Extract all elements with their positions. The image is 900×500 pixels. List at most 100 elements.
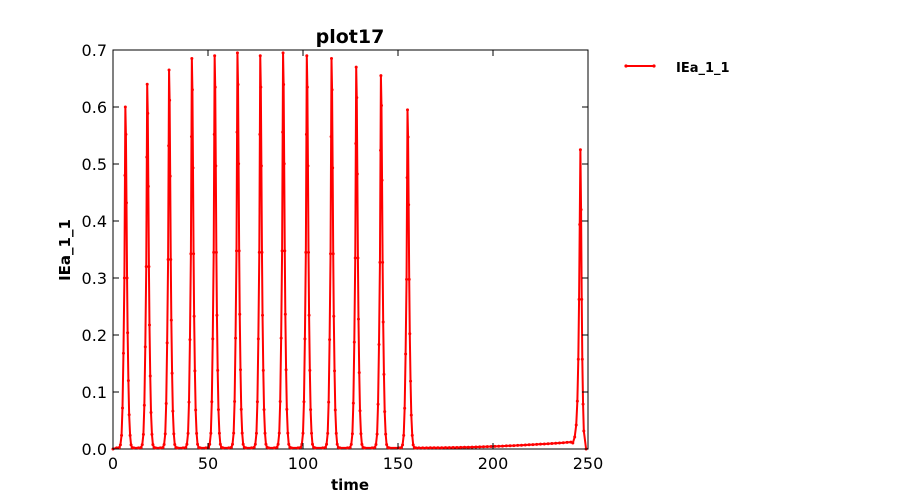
data-point <box>235 130 239 134</box>
data-point <box>186 431 190 435</box>
data-point <box>349 442 353 446</box>
data-point <box>411 443 415 447</box>
data-point <box>523 443 527 447</box>
data-point <box>285 407 289 411</box>
data-point <box>329 135 333 139</box>
legend: IEa_1_1 <box>624 61 730 76</box>
x-tick-label: 50 <box>198 454 218 473</box>
data-point <box>281 51 285 55</box>
data-point <box>406 135 410 139</box>
data-point <box>239 407 243 411</box>
data-point <box>194 408 198 412</box>
data-point <box>444 446 447 450</box>
data-point <box>279 336 283 340</box>
data-point <box>136 446 140 450</box>
data-point <box>217 431 221 435</box>
data-point <box>172 432 176 436</box>
data-point <box>132 446 136 450</box>
data-point <box>406 108 409 112</box>
y-tick-label: 0.1 <box>82 383 107 402</box>
y-tick-label: 0.2 <box>82 326 107 345</box>
data-point <box>218 442 222 446</box>
data-point <box>306 164 310 168</box>
data-point <box>120 433 124 437</box>
data-point <box>287 442 291 446</box>
data-point <box>404 352 408 356</box>
data-point <box>189 252 193 256</box>
data-point <box>354 141 358 145</box>
data-point <box>402 433 406 437</box>
data-point <box>338 446 342 450</box>
data-point <box>383 410 387 414</box>
data-point <box>335 442 339 446</box>
data-point <box>118 443 122 447</box>
data-point <box>147 265 151 269</box>
data-point <box>123 173 127 177</box>
data-point <box>577 297 581 301</box>
data-point <box>351 401 355 405</box>
data-point <box>257 250 261 254</box>
data-point <box>385 443 389 447</box>
data-point <box>128 433 132 437</box>
data-point <box>129 443 133 447</box>
data-point <box>259 164 263 168</box>
data-point <box>262 408 266 412</box>
data-point <box>151 443 155 447</box>
data-point <box>253 442 257 446</box>
data-point <box>408 332 412 336</box>
data-point <box>255 400 259 404</box>
data-point <box>191 166 195 170</box>
data-point <box>150 432 154 436</box>
data-point <box>163 432 167 436</box>
data-point <box>214 250 218 254</box>
data-point <box>162 442 166 446</box>
data-point <box>326 431 330 435</box>
data-point <box>520 443 523 447</box>
data-point <box>582 429 586 433</box>
data-point <box>405 277 409 281</box>
data-point <box>432 446 436 450</box>
data-point <box>181 446 185 450</box>
data-point <box>244 446 248 450</box>
data-point <box>378 260 382 264</box>
data-point <box>428 446 432 450</box>
plot-area <box>111 49 589 451</box>
data-point <box>356 256 360 260</box>
data-point <box>149 411 153 415</box>
data-point <box>195 431 199 435</box>
data-point <box>332 314 336 318</box>
data-point <box>284 368 288 372</box>
y-tick-label: 0.4 <box>82 212 107 231</box>
data-point <box>210 400 214 404</box>
data-point <box>377 342 381 346</box>
data-point <box>235 249 238 253</box>
data-point <box>123 105 127 109</box>
data-point <box>252 445 256 449</box>
data-point <box>407 203 411 207</box>
data-point <box>232 431 236 435</box>
data-point <box>227 446 231 450</box>
data-point <box>161 445 165 449</box>
data-point <box>387 446 391 450</box>
data-point <box>348 445 352 449</box>
data-point <box>417 446 421 450</box>
data-point <box>463 445 466 449</box>
data-point <box>140 443 144 447</box>
data-point <box>235 51 239 55</box>
data-point <box>256 337 260 341</box>
data-point <box>409 413 413 417</box>
y-tick-label: 0.5 <box>82 155 107 174</box>
data-point <box>360 442 364 446</box>
data-point <box>482 445 485 449</box>
data-point <box>571 441 575 445</box>
data-point <box>188 338 192 342</box>
data-point <box>379 104 383 108</box>
data-point <box>121 406 124 410</box>
data-point <box>122 276 126 280</box>
data-point <box>305 54 309 58</box>
data-point <box>143 345 147 349</box>
data-point <box>240 431 244 435</box>
data-point <box>410 433 414 437</box>
data-point <box>236 83 240 87</box>
data-point <box>250 446 254 450</box>
